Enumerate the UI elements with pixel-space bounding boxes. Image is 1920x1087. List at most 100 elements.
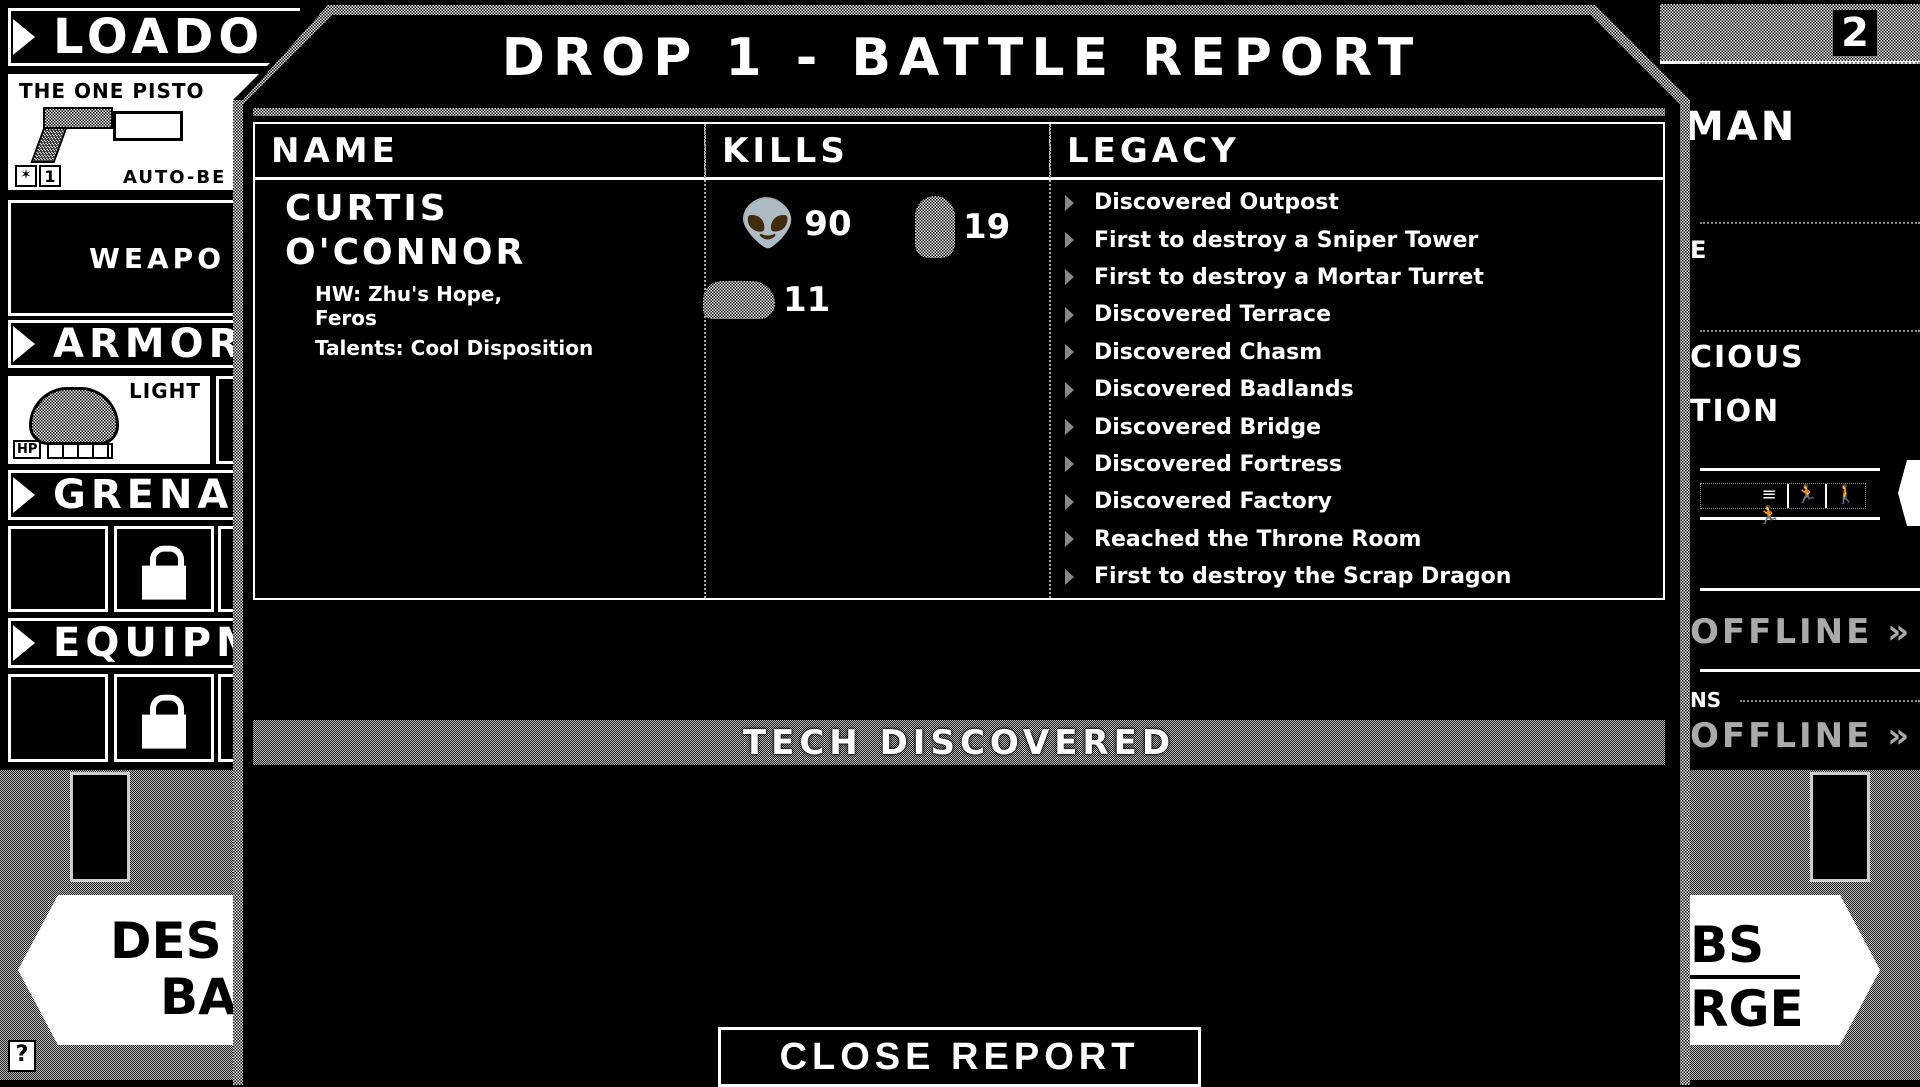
- next-arrow[interactable]: [1898, 460, 1920, 526]
- run-fast-icon[interactable]: ≡🏃: [1751, 484, 1789, 526]
- column-header-legacy: LEGACY: [1051, 124, 1663, 177]
- legacy-item-text: First to destroy the Scrap Dragon: [1094, 564, 1512, 590]
- run-icon[interactable]: 🏃: [1789, 484, 1827, 508]
- barge-button-line2: RGE: [1690, 980, 1804, 1038]
- soldier-homeworld: HW: Zhu's Hope, Feros: [315, 282, 503, 330]
- triangle-bullet-icon: [1065, 381, 1074, 398]
- title-divider: [253, 108, 1665, 116]
- legacy-item: Discovered Factory: [1049, 483, 1511, 520]
- pillar: [70, 772, 130, 882]
- deploy-button-line2: BA: [160, 968, 237, 1026]
- column-divider: [1049, 124, 1051, 598]
- squad-number: 2: [1833, 9, 1877, 56]
- legacy-item: Discovered Chasm: [1049, 334, 1511, 371]
- trait-line-1: CIOUS: [1690, 340, 1805, 375]
- legacy-item: First to destroy a Sniper Tower: [1049, 221, 1511, 258]
- column-header-kills: KILLS: [706, 124, 1049, 177]
- legacy-item-text: Discovered Bridge: [1094, 414, 1322, 440]
- triangle-bullet-icon: [1065, 194, 1074, 211]
- modal-title: DROP 1 - BATTLE REPORT: [501, 28, 1422, 88]
- close-report-button[interactable]: CLOSE REPORT: [718, 1027, 1201, 1087]
- soldier-talents: Talents: Cool Disposition: [315, 336, 594, 360]
- trait-line-2: TION: [1690, 394, 1781, 429]
- turret-icon: [915, 196, 955, 258]
- squad-panel: 2 MAN E CIOUS TION ≡🏃 🏃 🚶 OFFLINE » NS O…: [1660, 0, 1920, 1080]
- triangle-bullet-icon: [1065, 419, 1074, 436]
- triangle-bullet-icon: [1065, 531, 1074, 548]
- legacy-item-text: First to destroy a Mortar Turret: [1094, 264, 1484, 290]
- triangle-bullet-icon: [1065, 344, 1074, 361]
- pillar: [1810, 772, 1870, 882]
- weapon-slot-label: WEAPO: [89, 241, 226, 275]
- divider: [1700, 62, 1920, 64]
- equipment-title: EQUIPM: [53, 620, 261, 666]
- column-header-name: NAME: [255, 124, 704, 177]
- weapon-mode: AUTO-BE: [123, 167, 227, 188]
- legacy-item-text: Discovered Badlands: [1094, 377, 1354, 403]
- hp-bar: [47, 443, 113, 459]
- divider: [1700, 330, 1920, 332]
- arrow-right-icon: [13, 625, 35, 661]
- help-button[interactable]: ?: [8, 1040, 36, 1072]
- table-header: NAME KILLS LEGACY: [255, 124, 1663, 180]
- grenade-slot-2[interactable]: [114, 526, 214, 612]
- hp-label: HP: [13, 440, 42, 459]
- report-table: NAME KILLS LEGACY CURTIS O'CONNOR HW: Zh…: [253, 122, 1665, 600]
- lock-icon: [142, 694, 186, 749]
- barge-button-line1: BS: [1690, 915, 1800, 979]
- battle-report-modal: [233, 5, 1690, 1085]
- armor-type: LIGHT: [129, 379, 201, 403]
- weapon-name: THE ONE PISTO: [19, 79, 205, 103]
- status-offline-2: OFFLINE »: [1690, 716, 1913, 756]
- armor-card[interactable]: LIGHT HP: [8, 376, 210, 464]
- legacy-item-text: Discovered Factory: [1094, 489, 1332, 515]
- kill-count-crawler: 11: [703, 280, 830, 320]
- equipment-slot-2[interactable]: [114, 674, 214, 762]
- grenade-slot-1[interactable]: [8, 526, 108, 612]
- walk-icon[interactable]: 🚶: [1834, 484, 1858, 505]
- squad-header: 2: [1660, 4, 1920, 64]
- pistol-icon: [30, 107, 193, 163]
- legacy-item-text: Discovered Chasm: [1094, 339, 1323, 365]
- triangle-bullet-icon: [1065, 232, 1074, 249]
- legacy-item: Discovered Fortress: [1049, 446, 1511, 483]
- legacy-item: Reached the Throne Room: [1049, 521, 1511, 558]
- soldier-class: MAN: [1684, 104, 1798, 150]
- barge-button[interactable]: BS RGE: [1660, 895, 1880, 1045]
- triangle-bullet-icon: [1065, 306, 1074, 323]
- legacy-item: Discovered Terrace: [1049, 296, 1511, 333]
- loadout-header: LOADO: [8, 8, 300, 66]
- arrow-right-icon: [13, 326, 35, 362]
- tech-discovered-heading: TECH DISCOVERED: [253, 720, 1665, 765]
- section-label: NS: [1690, 688, 1722, 712]
- column-divider: [704, 124, 706, 598]
- triangle-bullet-icon: [1065, 493, 1074, 510]
- legacy-item-text: Discovered Outpost: [1094, 190, 1339, 216]
- triangle-bullet-icon: [1065, 568, 1074, 585]
- triangle-bullet-icon: [1065, 269, 1074, 286]
- arrow-right-icon: [13, 19, 35, 55]
- grenade-title: GRENA: [53, 472, 234, 518]
- helmet-icon: [29, 387, 119, 445]
- legacy-item: Discovered Bridge: [1049, 408, 1511, 445]
- loadout-title: LOADO: [53, 9, 265, 65]
- triangle-bullet-icon: [1065, 456, 1074, 473]
- legacy-item-text: Discovered Fortress: [1094, 451, 1343, 477]
- arrow-right-icon: [13, 477, 35, 513]
- legacy-item: First to destroy a Mortar Turret: [1049, 259, 1511, 296]
- kill-count-turret: 19: [915, 196, 1010, 258]
- equipment-slot-1[interactable]: [8, 674, 108, 762]
- legacy-item: First to destroy the Scrap Dragon: [1049, 558, 1511, 595]
- legacy-item-text: Reached the Throne Room: [1094, 526, 1422, 552]
- legacy-item: Discovered Badlands: [1049, 371, 1511, 408]
- legacy-list: Discovered Outpost First to destroy a Sni…: [1049, 184, 1511, 595]
- status-box: [1700, 588, 1920, 672]
- weapon-level: 1: [39, 165, 61, 187]
- kill-count-alien: 👽 90: [739, 196, 852, 250]
- star-icon: ✶: [15, 165, 37, 187]
- trait-label: E: [1690, 236, 1707, 264]
- deploy-button-line1: DES: [110, 912, 222, 970]
- speed-selector[interactable]: ≡🏃 🏃 🚶: [1700, 468, 1880, 526]
- alien-icon: 👽: [739, 196, 797, 250]
- legacy-item: Discovered Outpost: [1049, 184, 1511, 221]
